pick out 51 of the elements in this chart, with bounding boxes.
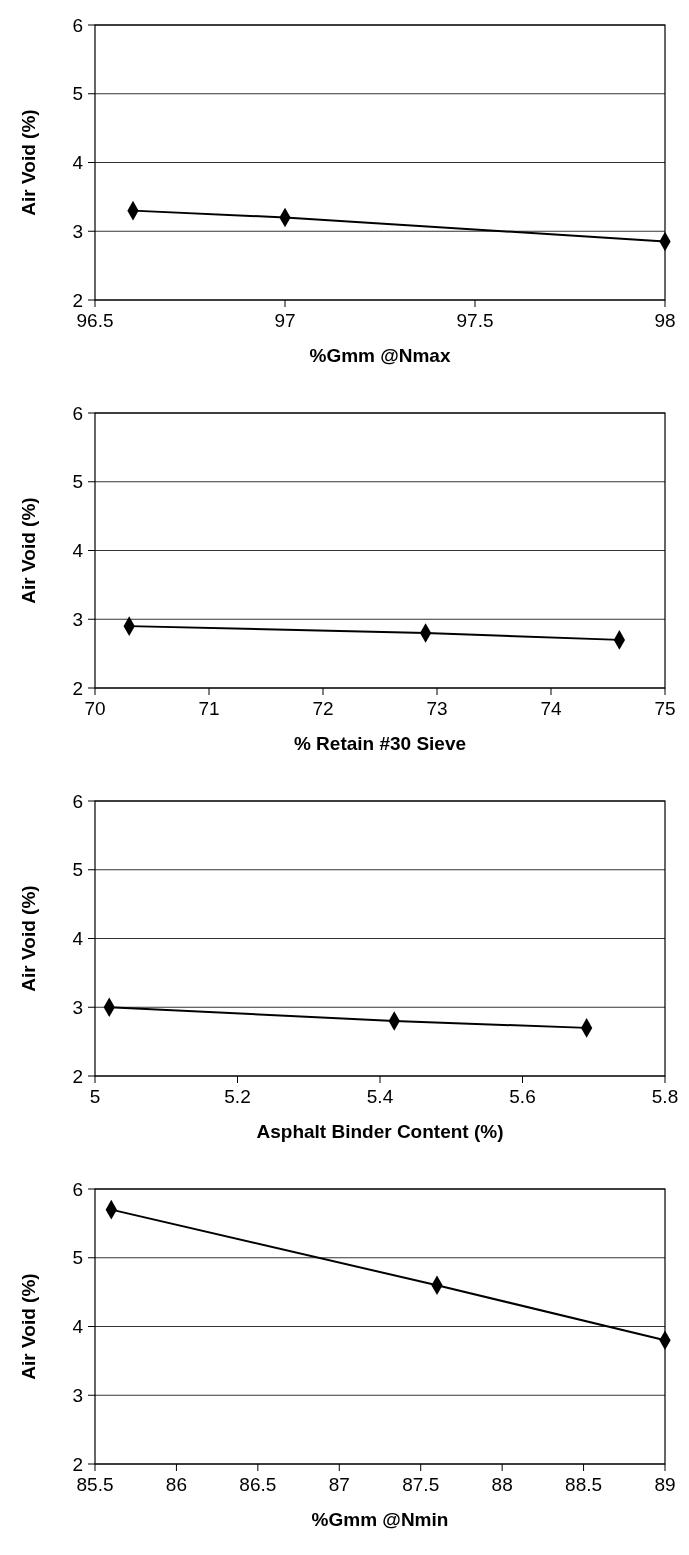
y-tick-label: 6 [72, 402, 83, 424]
x-tick-label: 88 [491, 1474, 513, 1495]
y-tick-label: 5 [72, 471, 83, 493]
y-axis-title: Air Void (%) [18, 885, 39, 992]
x-tick-label: 70 [84, 698, 106, 719]
x-tick-label: 86.5 [239, 1474, 277, 1495]
x-axis-title: Asphalt Binder Content (%) [256, 1121, 504, 1142]
x-tick-label: 5 [89, 1086, 101, 1107]
x-tick-label: 87.5 [402, 1474, 440, 1495]
x-tick-label: 75 [654, 698, 676, 719]
y-tick-label: 5 [72, 1247, 83, 1269]
x-tick-label: 85.5 [76, 1474, 114, 1495]
y-tick-label: 2 [72, 677, 83, 699]
x-tick-label: 97.5 [456, 310, 494, 331]
y-tick-label: 2 [72, 1065, 83, 1087]
x-tick-label: 73 [426, 698, 448, 719]
x-tick-label: 5.4 [366, 1086, 394, 1107]
x-tick-label: 87 [328, 1474, 350, 1495]
x-tick-label: 96.5 [76, 310, 114, 331]
x-tick-label: 86 [165, 1474, 187, 1495]
x-axis-title: %Gmm @Nmin [311, 1509, 449, 1530]
y-tick-label: 4 [72, 1316, 84, 1338]
y-tick-label: 2 [72, 1453, 83, 1475]
y-tick-label: 5 [72, 859, 83, 881]
y-axis-title: Air Void (%) [18, 497, 39, 604]
y-tick-label: 3 [72, 996, 83, 1018]
y-tick-label: 4 [72, 928, 84, 950]
x-axis-title: % Retain #30 Sieve [293, 733, 467, 754]
x-tick-label: 5.2 [224, 1086, 251, 1107]
y-tick-label: 6 [72, 14, 83, 36]
y-tick-label: 3 [72, 220, 83, 242]
y-tick-label: 6 [72, 790, 83, 812]
y-axis-title: Air Void (%) [18, 1273, 39, 1380]
x-tick-label: 89 [654, 1474, 676, 1495]
y-tick-label: 3 [72, 608, 83, 630]
x-tick-label: 5.8 [651, 1086, 679, 1107]
y-tick-label: 4 [72, 152, 84, 174]
y-tick-label: 5 [72, 83, 83, 105]
x-tick-label: 88.5 [565, 1474, 603, 1495]
y-tick-label: 2 [72, 289, 83, 311]
x-tick-label: 71 [198, 698, 220, 719]
y-axis-title: Air Void (%) [18, 109, 39, 216]
x-tick-label: 5.6 [509, 1086, 536, 1107]
x-tick-label: 97 [274, 310, 296, 331]
y-tick-label: 6 [72, 1178, 83, 1200]
x-tick-label: 98 [654, 310, 676, 331]
x-axis-title: %Gmm @Nmax [309, 345, 451, 366]
y-tick-label: 4 [72, 540, 84, 562]
x-tick-label: 72 [312, 698, 334, 719]
y-tick-label: 3 [72, 1384, 83, 1406]
x-tick-label: 74 [540, 698, 562, 719]
